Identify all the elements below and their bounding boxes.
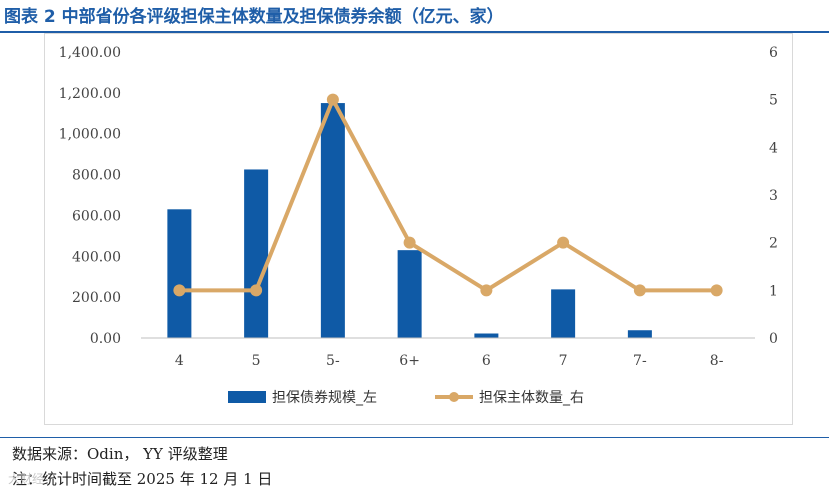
line-point-5- xyxy=(326,93,339,106)
title-divider xyxy=(0,31,829,33)
legend-bar-label: 担保债券规模_左 xyxy=(272,390,377,406)
bar-5 xyxy=(244,169,269,338)
bar-6 xyxy=(474,333,499,338)
x-tick-label-7: 7 xyxy=(559,353,568,369)
footer-divider xyxy=(0,437,829,438)
right-y-tick-label: 0 xyxy=(769,331,778,347)
chart-title: 图表 2 中部省份各评级担保主体数量及担保债券余额（亿元、家） xyxy=(4,7,504,27)
right-y-tick-label: 4 xyxy=(769,140,778,156)
x-tick-label-7-: 7- xyxy=(633,353,647,369)
line-point-7- xyxy=(633,284,646,297)
left-y-tick-label: 400.00 xyxy=(72,249,121,265)
x-tick-label-5: 5 xyxy=(252,353,261,369)
left-y-tick-label: 1,400.00 xyxy=(59,45,121,61)
left-y-tick-label: 1,000.00 xyxy=(59,127,121,143)
statistics-note: 注：统计时间截至 2025 年 12 月 1 日 xyxy=(12,470,273,488)
bar-4 xyxy=(167,209,192,338)
x-tick-label-6: 6 xyxy=(482,353,491,369)
bar-5- xyxy=(320,103,345,338)
source-note: 数据来源：Odin， YY 评级整理 xyxy=(12,445,228,463)
right-y-tick-label: 1 xyxy=(769,283,778,299)
line-point-4 xyxy=(173,284,186,297)
left-y-tick-label: 200.00 xyxy=(72,290,121,306)
bar-6+ xyxy=(397,250,422,338)
line-point-6 xyxy=(480,284,493,297)
line-point-5 xyxy=(250,284,263,297)
left-y-tick-label: 600.00 xyxy=(72,208,121,224)
bar-7- xyxy=(627,330,652,338)
bar-7 xyxy=(551,289,576,338)
line-path xyxy=(179,97,717,293)
left-y-axis: 0.00 200.00 400.00 600.00 800.00 1,000.00 1,20… xyxy=(59,45,121,347)
left-y-tick-label: 1,200.00 xyxy=(59,86,121,102)
right-y-tick-label: 3 xyxy=(769,188,778,204)
bar-series xyxy=(167,103,729,339)
chart-svg: 4 5 5- 6+ 6 7 7- 8- 0.00 200.00 400.00 600.00 800.0… xyxy=(59,45,778,406)
x-tick-label-8-: 8- xyxy=(710,353,724,369)
line-point-8- xyxy=(710,284,723,297)
line-point-6+ xyxy=(403,236,416,249)
left-y-tick-label: 0.00 xyxy=(90,331,121,347)
chart-frame: 4 5 5- 6+ 6 7 7- 8- 0.00 200.00 400.00 600.00 800.0… xyxy=(44,33,793,425)
legend-bar-swatch xyxy=(228,391,266,403)
watermark-logo: 大财经 xyxy=(8,472,45,486)
x-tick-label-5-: 5- xyxy=(326,353,340,369)
right-y-tick-label: 5 xyxy=(769,93,778,109)
right-y-tick-label: 2 xyxy=(769,236,778,252)
right-y-axis: 0 1 2 3 4 5 6 xyxy=(769,45,778,347)
left-y-tick-label: 800.00 xyxy=(72,168,121,184)
legend-line-label: 担保主体数量_右 xyxy=(479,390,584,406)
line-series xyxy=(173,93,723,297)
x-tick-label-6+: 6+ xyxy=(399,353,420,369)
legend-line-marker xyxy=(449,392,459,402)
legend: 担保债券规模_左 担保主体数量_右 xyxy=(228,390,584,406)
right-y-tick-label: 6 xyxy=(769,45,778,61)
x-axis: 4 5 5- 6+ 6 7 7- 8- xyxy=(141,337,755,369)
line-point-7 xyxy=(557,236,570,249)
x-tick-label-4: 4 xyxy=(175,353,184,369)
